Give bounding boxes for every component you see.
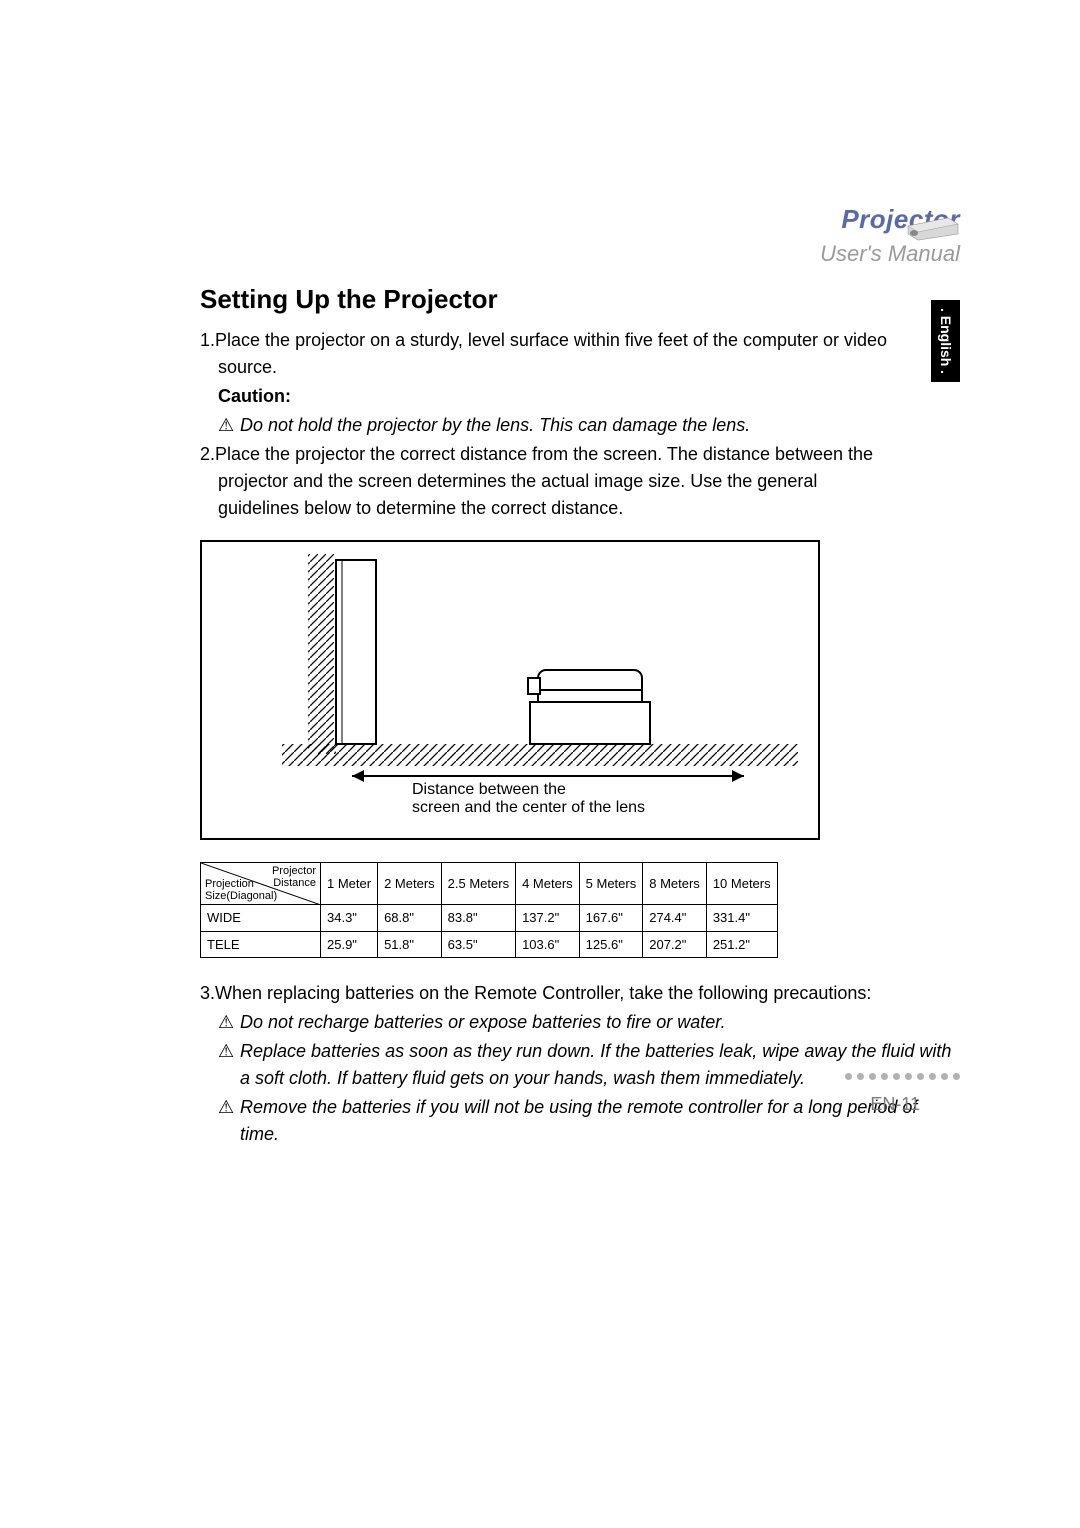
step-1-line1: Place the projector on a sturdy, level s…: [215, 330, 887, 350]
warning-c: Remove the batteries if you will not be …: [240, 1094, 960, 1148]
step-2-line2: projector and the screen determines the …: [218, 471, 817, 491]
cell: 103.6": [516, 931, 580, 958]
table-row: TELE 25.9" 51.8" 63.5" 103.6" 125.6" 207…: [201, 931, 778, 958]
step-2-line1: Place the projector the correct distance…: [215, 444, 873, 464]
caution-text: Do not hold the projector by the lens. T…: [240, 412, 960, 439]
diagram-caption-2: screen and the center of the lens: [412, 799, 645, 816]
col-7: 10 Meters: [706, 863, 777, 905]
step-1-prefix: 1.: [200, 330, 215, 350]
cell: 25.9": [321, 931, 378, 958]
warning-row: ⚠ Do not recharge batteries or expose ba…: [200, 1009, 960, 1036]
step-1: 1.Place the projector on a sturdy, level…: [200, 327, 960, 439]
step-3-text: When replacing batteries on the Remote C…: [215, 983, 871, 1003]
cell: 68.8": [378, 905, 442, 932]
projector-icon: [902, 202, 962, 242]
cell: 251.2": [706, 931, 777, 958]
diagram-svg: Distance between the screen and the cent…: [222, 554, 798, 816]
cell: 63.5": [441, 931, 515, 958]
caution-label: Caution:: [200, 383, 960, 410]
cell: 167.6": [579, 905, 643, 932]
cell: 83.8": [441, 905, 515, 932]
warning-icon: ⚠: [218, 1009, 240, 1036]
language-tab: English: [931, 300, 960, 382]
warning-icon: ⚠: [218, 1038, 240, 1065]
caution-row: ⚠ Do not hold the projector by the lens.…: [200, 412, 960, 439]
step-3-prefix: 3.: [200, 983, 215, 1003]
header: Projector User's Manual: [820, 200, 960, 270]
warning-row: ⚠ Remove the batteries if you will not b…: [200, 1094, 960, 1148]
table-row: WIDE 34.3" 68.8" 83.8" 137.2" 167.6" 274…: [201, 905, 778, 932]
step-2-line3: guidelines below to determine the correc…: [218, 498, 623, 518]
step-1-line2: source.: [218, 357, 277, 377]
row-label-tele: TELE: [201, 931, 321, 958]
col-6: 8 Meters: [643, 863, 707, 905]
cell: 34.3": [321, 905, 378, 932]
table-header-row: ProjectorDistance ProjectionSize(Diagona…: [201, 863, 778, 905]
diagram-caption-1: Distance between the: [412, 781, 566, 798]
page-number: EN-11: [870, 1091, 920, 1118]
col-5: 5 Meters: [579, 863, 643, 905]
warning-a: Do not recharge batteries or expose batt…: [240, 1009, 960, 1036]
footer-dots: [840, 1061, 960, 1088]
cell: 125.6": [579, 931, 643, 958]
cell: 331.4": [706, 905, 777, 932]
warning-icon: ⚠: [218, 412, 240, 439]
distance-diagram: Distance between the screen and the cent…: [200, 540, 960, 840]
col-3: 2.5 Meters: [441, 863, 515, 905]
cell: 207.2": [643, 931, 707, 958]
cell: 137.2": [516, 905, 580, 932]
col-4: 4 Meters: [516, 863, 580, 905]
col-2: 2 Meters: [378, 863, 442, 905]
step-2-prefix: 2.: [200, 444, 215, 464]
step-2: 2.Place the projector the correct distan…: [200, 441, 960, 522]
section-title: Setting Up the Projector: [200, 280, 960, 319]
cell: 51.8": [378, 931, 442, 958]
content: Setting Up the Projector 1.Place the pro…: [200, 280, 960, 1148]
col-1: 1 Meter: [321, 863, 378, 905]
distance-table: ProjectorDistance ProjectionSize(Diagona…: [200, 862, 778, 958]
cell: 274.4": [643, 905, 707, 932]
row-label-wide: WIDE: [201, 905, 321, 932]
warning-icon: ⚠: [218, 1094, 240, 1121]
table-corner-header: ProjectorDistance ProjectionSize(Diagona…: [201, 863, 321, 905]
